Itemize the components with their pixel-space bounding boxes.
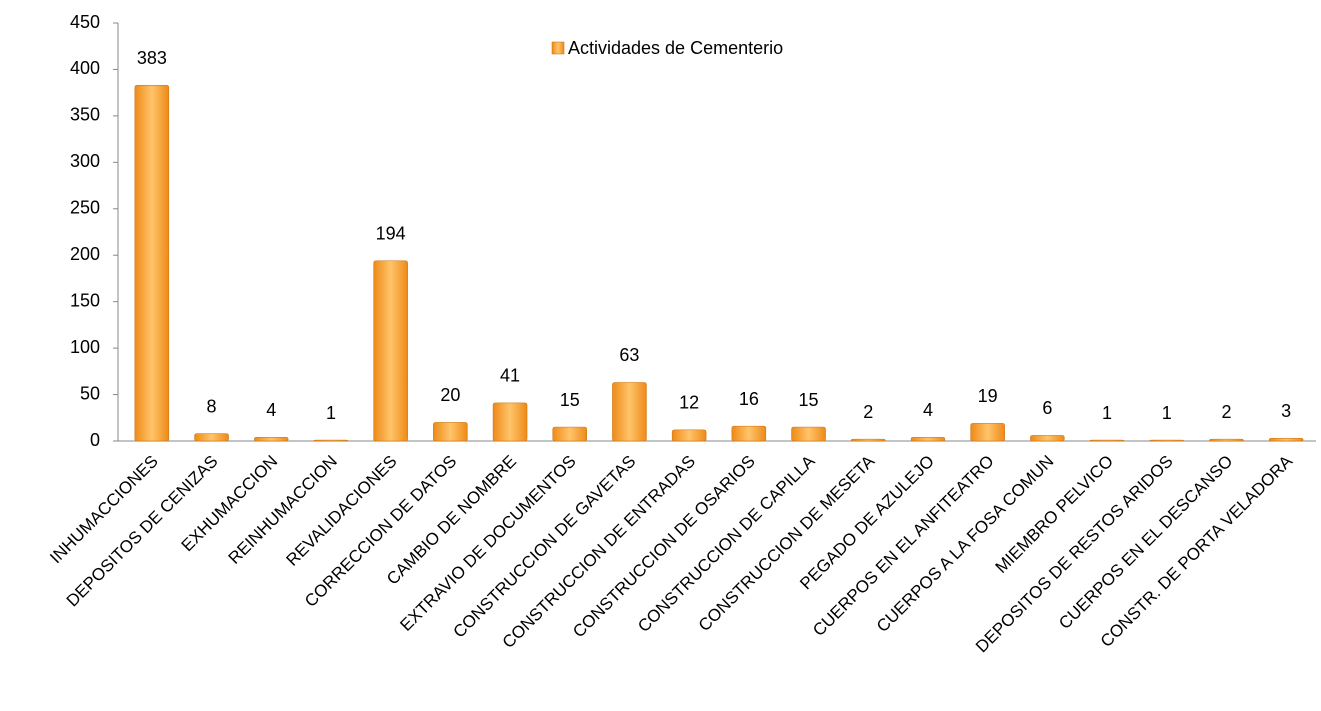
bar bbox=[612, 382, 647, 442]
bar bbox=[313, 439, 349, 442]
bar bbox=[492, 402, 528, 442]
legend-swatch bbox=[551, 41, 565, 55]
legend-label: Actividades de Cementerio bbox=[568, 38, 783, 58]
x-tick-label: REINHUMACCION bbox=[225, 452, 341, 568]
bar bbox=[1268, 437, 1304, 442]
bar bbox=[373, 260, 408, 442]
bar bbox=[1030, 435, 1065, 442]
bar bbox=[731, 425, 767, 442]
data-label: 383 bbox=[137, 48, 167, 68]
data-label: 6 bbox=[1042, 398, 1052, 418]
data-label: 20 bbox=[440, 385, 460, 405]
data-label: 4 bbox=[266, 400, 276, 420]
data-label: 41 bbox=[500, 366, 520, 386]
y-tick-label: 100 bbox=[70, 337, 100, 357]
bar bbox=[194, 433, 229, 442]
data-label: 194 bbox=[376, 224, 406, 244]
y-tick-label: 300 bbox=[70, 151, 100, 171]
data-label: 12 bbox=[679, 393, 699, 413]
bar bbox=[970, 423, 1005, 442]
data-label: 15 bbox=[560, 390, 580, 410]
bar bbox=[134, 84, 170, 442]
data-label: 15 bbox=[799, 390, 819, 410]
bar bbox=[791, 426, 826, 442]
data-label: 8 bbox=[207, 396, 217, 416]
x-tick-label: REVALIDACIONES bbox=[283, 452, 401, 570]
bar bbox=[671, 429, 707, 442]
data-label: 1 bbox=[1102, 403, 1112, 423]
bar bbox=[910, 437, 946, 442]
y-tick-label: 450 bbox=[70, 12, 100, 32]
bar bbox=[254, 437, 289, 442]
data-label: 19 bbox=[978, 386, 998, 406]
data-label: 1 bbox=[326, 403, 336, 423]
y-tick-label: 400 bbox=[70, 58, 100, 78]
data-label: 2 bbox=[1221, 402, 1231, 422]
y-tick-label: 350 bbox=[70, 105, 100, 125]
x-tick-label: INHUMACCIONES bbox=[46, 452, 162, 568]
y-tick-label: 200 bbox=[70, 244, 100, 264]
bar bbox=[1209, 438, 1244, 442]
bar bbox=[1149, 439, 1184, 442]
x-tick-label: MIEMBRO PELVICO bbox=[992, 452, 1117, 577]
data-label: 1 bbox=[1162, 403, 1172, 423]
y-tick-label: 150 bbox=[70, 290, 100, 310]
y-tick-label: 50 bbox=[80, 383, 100, 403]
data-label: 16 bbox=[739, 389, 759, 409]
data-label: 3 bbox=[1281, 401, 1291, 421]
data-label: 2 bbox=[863, 402, 873, 422]
bar bbox=[552, 426, 587, 442]
bar bbox=[851, 438, 886, 442]
y-tick-label: 0 bbox=[90, 430, 100, 450]
bar bbox=[433, 422, 468, 442]
bar bbox=[1089, 439, 1125, 442]
data-label: 63 bbox=[619, 345, 639, 365]
data-label: 4 bbox=[923, 400, 933, 420]
y-tick-label: 250 bbox=[70, 198, 100, 218]
